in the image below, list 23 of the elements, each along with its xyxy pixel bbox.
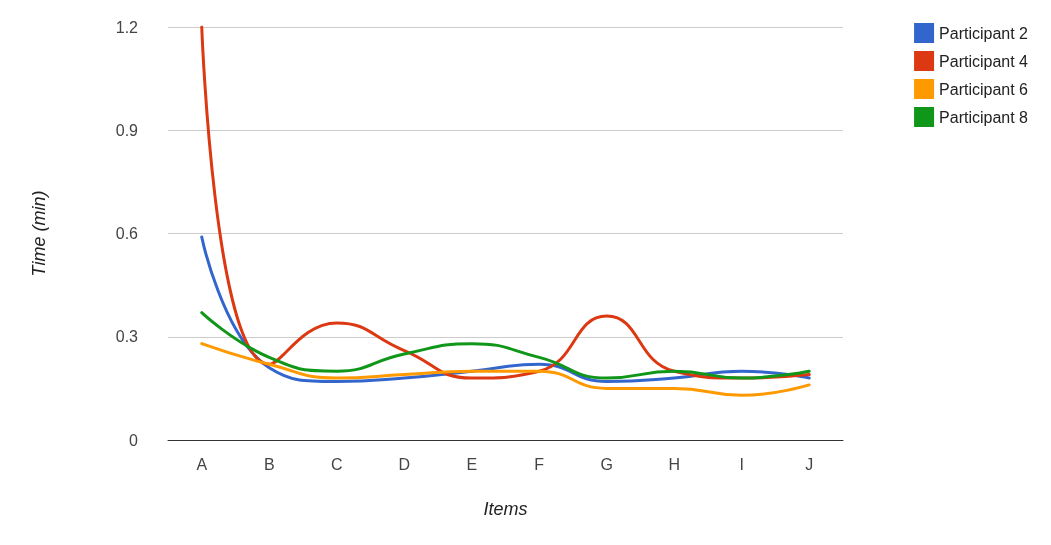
legend-label: Participant 2 [939, 24, 1029, 42]
x-tick-label: D [398, 455, 411, 473]
x-tick-label: F [534, 455, 545, 473]
x-tick-label: G [600, 455, 613, 473]
x-tick-label: H [668, 455, 681, 473]
y-tick-label: 0.3 [115, 328, 139, 346]
x-tick-label: B [263, 455, 275, 473]
legend-label: Participant 8 [939, 108, 1029, 126]
x-tick-label: J [805, 455, 814, 473]
y-axis-title: Time (min) [29, 190, 49, 277]
y-tick-label: 0 [129, 431, 139, 449]
legend-label: Participant 4 [939, 52, 1029, 70]
legend-label: Participant 6 [939, 80, 1029, 98]
x-tick-label: C [330, 455, 343, 473]
x-tick-label: I [739, 455, 744, 473]
x-tick-label: E [466, 455, 478, 473]
x-axis-title: Items [483, 499, 528, 519]
y-tick-label: 1.2 [115, 18, 139, 36]
y-tick-label: 0.6 [115, 225, 139, 242]
x-tick-label: A [196, 455, 208, 473]
y-tick-label: 0.9 [115, 121, 139, 139]
line-series [200, 311, 811, 380]
line-series [200, 342, 811, 397]
